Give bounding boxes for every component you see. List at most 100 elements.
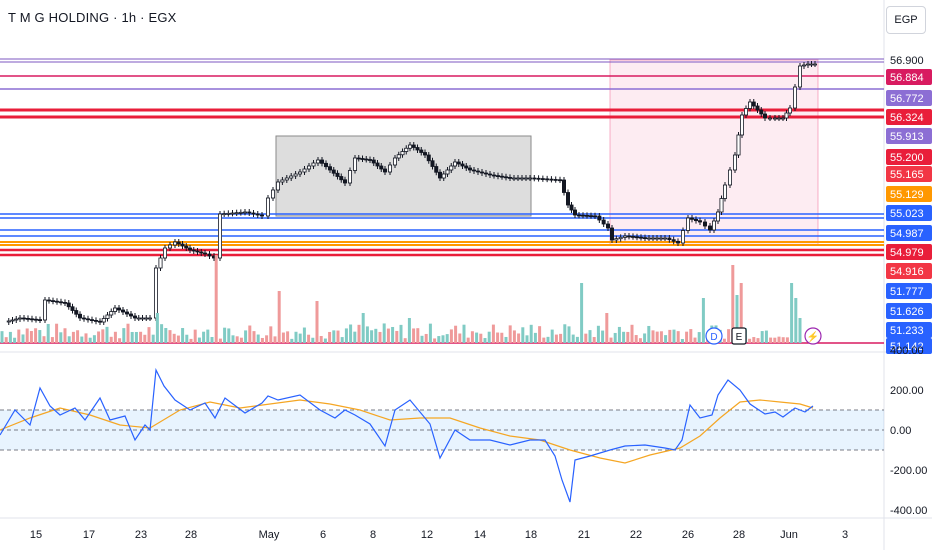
- candle: [703, 221, 708, 227]
- volume-bar: [651, 330, 655, 343]
- volume-bar: [105, 326, 109, 343]
- price-label: 56.324: [886, 109, 932, 125]
- volume-bar: [676, 331, 680, 343]
- volume-bar: [626, 331, 630, 343]
- consolidation-zone: [275, 135, 532, 217]
- candle: [94, 319, 99, 322]
- volume-bar: [147, 327, 151, 343]
- volume-bar: [109, 336, 113, 343]
- earnings-marker-label: E: [736, 332, 743, 343]
- candle: [280, 179, 285, 183]
- candle: [404, 147, 409, 152]
- candle: [540, 178, 545, 180]
- volume-bar: [298, 333, 302, 343]
- candle: [419, 149, 424, 153]
- currency-button[interactable]: EGP: [886, 6, 926, 34]
- price-label-bg: [886, 225, 932, 241]
- volume-bar: [277, 291, 281, 343]
- candle: [187, 247, 192, 251]
- candle: [471, 169, 476, 172]
- volume-bar: [139, 331, 143, 343]
- volume-bar: [647, 325, 651, 343]
- volume-bar: [134, 331, 138, 343]
- volume-bar: [365, 326, 369, 343]
- price-label-bg: [886, 128, 932, 144]
- volume-bar: [370, 330, 374, 343]
- volume-bar: [349, 324, 353, 343]
- candle: [78, 313, 83, 319]
- candle: [335, 172, 340, 177]
- candle: [113, 307, 118, 312]
- volume-bar: [231, 335, 235, 343]
- candle: [158, 257, 163, 269]
- volume-bar: [8, 331, 12, 343]
- volume-bar: [672, 329, 676, 343]
- volume-bar: [689, 329, 693, 343]
- candle: [247, 211, 252, 214]
- volume-bar: [46, 323, 50, 343]
- candle: [748, 101, 753, 109]
- candle: [597, 215, 602, 221]
- candle: [601, 219, 606, 225]
- candle: [784, 112, 789, 119]
- price-label: 54.987: [886, 225, 932, 241]
- price-label-bg: [886, 149, 932, 165]
- candle: [29, 318, 34, 321]
- candle: [437, 171, 442, 179]
- candle: [411, 144, 416, 148]
- candle: [259, 214, 264, 217]
- oscillator-line: [0, 367, 814, 503]
- candle: [293, 173, 298, 177]
- candle: [167, 244, 172, 249]
- volume-bar: [739, 283, 743, 343]
- volume-bar: [542, 337, 546, 343]
- candle: [422, 152, 427, 156]
- volume-bar: [441, 335, 445, 343]
- volume-group: [0, 255, 802, 343]
- volume-bar: [13, 337, 17, 343]
- price-label-bg: [886, 166, 932, 182]
- volume-bar: [143, 334, 147, 343]
- volume-bar: [361, 313, 365, 343]
- candle: [728, 169, 733, 186]
- candle: [180, 243, 185, 247]
- volume-bar: [227, 328, 231, 343]
- volume-bar: [151, 334, 155, 343]
- flash-marker-glyph: ⚡: [807, 330, 819, 343]
- volume-bar: [634, 335, 638, 343]
- candle: [716, 211, 721, 222]
- volume-bar: [50, 337, 54, 343]
- volume-bar: [659, 331, 663, 343]
- candle: [627, 235, 632, 238]
- volume-bar: [357, 324, 361, 343]
- candle: [144, 317, 149, 320]
- candle: [467, 167, 472, 171]
- candle: [589, 215, 594, 218]
- volume-bar: [248, 325, 252, 343]
- candle: [400, 151, 405, 156]
- candle: [524, 177, 529, 180]
- volume-bar: [601, 330, 605, 343]
- price-label-bg: [886, 263, 932, 279]
- volume-bar: [403, 338, 407, 343]
- candle: [101, 318, 106, 323]
- candle: [392, 157, 397, 166]
- volume-bar: [71, 331, 75, 343]
- candle: [379, 165, 384, 170]
- candle: [153, 267, 158, 319]
- volume-bar: [130, 331, 134, 343]
- candle: [43, 299, 48, 321]
- volume-bar: [550, 329, 554, 343]
- volume-bar: [777, 336, 781, 343]
- candle: [635, 236, 640, 239]
- candle: [371, 159, 376, 164]
- volume-bar: [622, 331, 626, 343]
- volume-bar: [554, 334, 558, 343]
- candle: [763, 113, 768, 119]
- volume-bar: [466, 337, 470, 343]
- volume-bar: [470, 331, 474, 343]
- candle: [740, 114, 745, 136]
- candle: [289, 175, 294, 179]
